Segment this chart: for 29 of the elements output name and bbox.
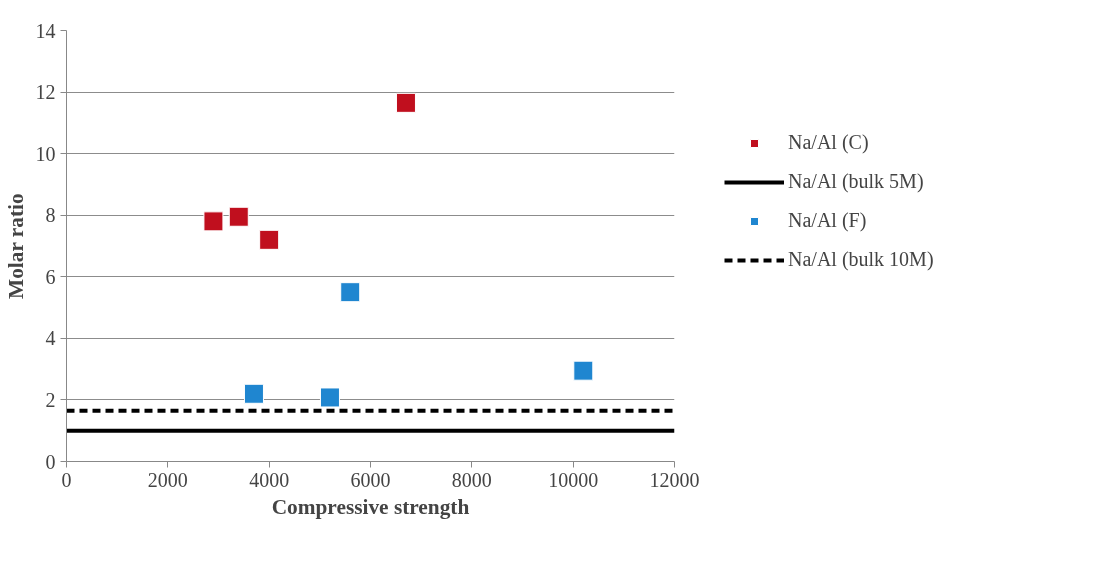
y-tick-label: 2 [45,388,56,411]
x-tick-label: 12000 [649,468,700,491]
point [395,92,416,113]
point [259,229,280,250]
point [203,211,224,232]
point [573,360,594,381]
y-tick-label: 14 [35,19,56,42]
x-tick-label: 10000 [548,468,599,491]
x-tick-label: 0 [61,468,72,491]
point [228,206,249,227]
y-tick-label: 6 [45,265,56,288]
point [340,282,361,303]
y-tick-label: 4 [45,327,56,350]
legend-label: Na/Al (bulk 5M) [788,170,924,193]
point [243,383,264,404]
x-tick-label: 6000 [350,468,391,491]
legend-label: Na/Al (bulk 10M) [788,248,934,271]
x-tick-label: 4000 [249,468,290,491]
legend-label: Na/Al (F) [788,209,867,232]
point [319,387,340,408]
y-tick-label: 12 [35,81,56,104]
x-tick-label: 2000 [147,468,188,491]
y-tick-label: 8 [45,204,56,227]
y-tick-label: 0 [45,450,56,473]
x-axis-title: Compressive strength [271,494,470,519]
y-tick-label: 10 [35,142,56,165]
y-axis-title: Molar ratio [3,193,28,299]
x-tick-label: 8000 [451,468,492,491]
legend-label: Na/Al (C) [788,131,869,154]
